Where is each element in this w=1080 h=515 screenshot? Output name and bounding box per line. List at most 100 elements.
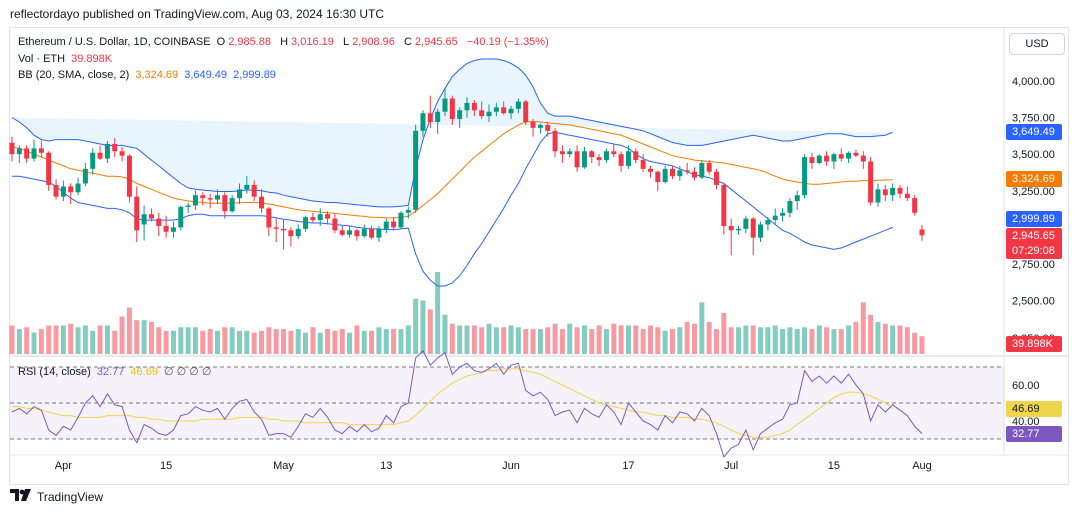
candle-body (325, 214, 331, 219)
candle-body (16, 148, 22, 155)
high-label: H 3,016.19 (280, 36, 334, 48)
rsi-legend[interactable]: RSI (14, close) 32.77 46.69 ∅ ∅ ∅ ∅ (18, 365, 215, 378)
bb-legend[interactable]: BB (20, SMA, close, 2) 3,324.69 3,649.49… (18, 69, 279, 81)
chart-frame[interactable] (9, 27, 1069, 485)
candle-body (662, 168, 668, 183)
volume-bar (185, 327, 191, 354)
volume-bar (706, 321, 712, 354)
candle-body (589, 151, 595, 158)
volume-bar (310, 327, 316, 354)
volume-bar (912, 332, 918, 354)
candle-body (317, 214, 323, 221)
candle-body (369, 228, 375, 238)
price-tag: 2,945.65 (1006, 228, 1062, 244)
volume-bar (559, 329, 565, 354)
volume-bar (170, 330, 176, 354)
volume-bar (273, 329, 279, 354)
candle-body (156, 218, 162, 226)
volume-bar (486, 323, 492, 354)
volume-bar (68, 323, 74, 354)
volume-bar (464, 325, 470, 354)
volume-bar (567, 323, 573, 354)
open-value: 2,985.88 (228, 36, 272, 48)
volume-bar (669, 329, 675, 354)
volume-bar (75, 327, 81, 354)
volume-bar (508, 325, 514, 354)
volume-bar (24, 327, 30, 354)
tradingview-logo-icon (10, 489, 32, 504)
candle-body (780, 212, 786, 216)
volume-bar (794, 329, 800, 354)
volume-bar (119, 316, 125, 354)
volume-bar (134, 320, 140, 354)
candle-body (699, 162, 705, 178)
volume-bar (758, 327, 764, 354)
bb-upper-line (11, 58, 893, 208)
volume-bar (391, 329, 397, 354)
volume-bar (501, 327, 507, 354)
candle-body (376, 228, 382, 238)
candle-body (530, 121, 536, 128)
candle-body (68, 186, 74, 193)
rsi-ma-value: 46.69 (130, 366, 158, 378)
candle-body (53, 184, 59, 197)
candle-body (471, 102, 477, 111)
volume-bar (405, 325, 411, 354)
candle-body (310, 217, 316, 221)
price-tick-label: 3,750.00 (1012, 113, 1055, 125)
volume-bar (692, 323, 697, 354)
volume-bar (904, 327, 910, 354)
volume-bar (97, 325, 103, 354)
volume-bar (178, 327, 184, 354)
candle-body (332, 218, 338, 231)
candle-body (574, 151, 580, 168)
low-value: 2,908.96 (352, 36, 395, 48)
volume-bar (376, 327, 382, 354)
candle-body (750, 218, 756, 238)
volume-bar (787, 327, 793, 354)
volume-bar (728, 327, 734, 354)
volume-bar (603, 329, 609, 354)
volume-bar (545, 327, 551, 354)
volume-bar (699, 302, 705, 354)
volume-legend[interactable]: Vol · ETH 39.898K (18, 53, 115, 65)
volume-bar (244, 330, 250, 354)
volume-bar (259, 330, 265, 354)
candle-body (31, 148, 37, 159)
volume-bar (427, 309, 433, 354)
currency-button[interactable]: USD (1009, 33, 1065, 55)
rsi-label: RSI (14, close) (18, 366, 91, 378)
footer-brand[interactable]: TradingView (10, 489, 103, 504)
publish-header: reflectordayo published on TradingView.c… (10, 7, 385, 21)
candle-body (545, 124, 551, 131)
symbol-title[interactable]: Ethereum / U.S. Dollar, 1D, COINBASE (18, 36, 211, 48)
candle-body (919, 229, 925, 236)
volume-bar (237, 330, 242, 354)
candle-body (508, 108, 514, 114)
candle-body (633, 151, 639, 161)
bb-basis-tag: 3,324.69 (1006, 171, 1062, 187)
volume-bar (38, 329, 44, 354)
volume-bar (163, 330, 169, 354)
volume-bar (435, 272, 441, 354)
volume-bar (325, 329, 331, 354)
time-tick-label: 17 (622, 460, 634, 472)
volume-bar (266, 327, 272, 354)
volume-bar (647, 325, 653, 354)
price-tick-label: 2,500.00 (1012, 296, 1055, 308)
volume-bar (919, 336, 925, 354)
symbol-legend[interactable]: Ethereum / U.S. Dollar, 1D, COINBASE O 2,… (18, 36, 552, 48)
volume-bar (200, 330, 206, 354)
candle-body (596, 157, 602, 161)
volume-bar (816, 325, 822, 354)
volume-bar (479, 327, 485, 354)
volume-bar (890, 325, 896, 354)
volume-bar (882, 323, 888, 354)
candle-body (692, 171, 697, 178)
time-tick-label: 15 (160, 460, 172, 472)
candle-body (237, 189, 242, 199)
candle-body (303, 217, 309, 229)
candle-body (259, 196, 265, 209)
candle-body (647, 168, 653, 172)
